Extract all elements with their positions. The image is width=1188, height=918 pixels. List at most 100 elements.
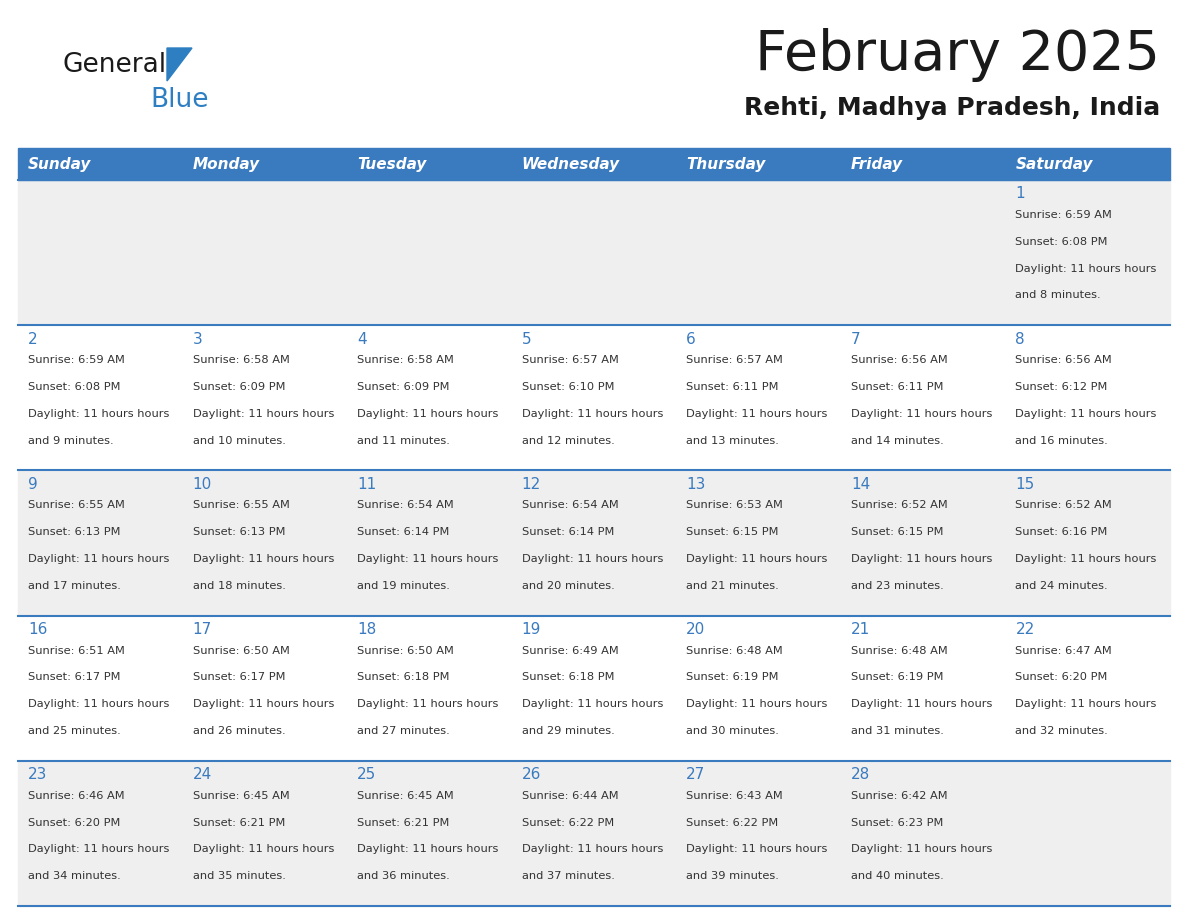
Text: Daylight: 11 hours hours: Daylight: 11 hours hours — [192, 700, 334, 710]
Text: and 27 minutes.: and 27 minutes. — [358, 726, 450, 736]
Text: Sunset: 6:20 PM: Sunset: 6:20 PM — [1016, 672, 1107, 682]
Text: Sunset: 6:08 PM: Sunset: 6:08 PM — [1016, 237, 1108, 247]
Text: Sunset: 6:19 PM: Sunset: 6:19 PM — [687, 672, 779, 682]
Text: Sunrise: 6:48 AM: Sunrise: 6:48 AM — [687, 645, 783, 655]
Text: Sunrise: 6:45 AM: Sunrise: 6:45 AM — [358, 790, 454, 800]
Text: Sunset: 6:19 PM: Sunset: 6:19 PM — [851, 672, 943, 682]
Text: 17: 17 — [192, 622, 211, 637]
Text: and 13 minutes.: and 13 minutes. — [687, 436, 779, 445]
Text: and 11 minutes.: and 11 minutes. — [358, 436, 450, 445]
Text: February 2025: February 2025 — [756, 28, 1159, 82]
Text: Daylight: 11 hours hours: Daylight: 11 hours hours — [687, 700, 828, 710]
Text: Daylight: 11 hours hours: Daylight: 11 hours hours — [358, 409, 499, 419]
Polygon shape — [168, 48, 192, 81]
Text: Sunset: 6:20 PM: Sunset: 6:20 PM — [29, 818, 120, 828]
Bar — [18, 180, 1170, 325]
Bar — [18, 148, 1170, 180]
Text: and 32 minutes.: and 32 minutes. — [1016, 726, 1108, 736]
Text: and 12 minutes.: and 12 minutes. — [522, 436, 614, 445]
Text: Sunset: 6:14 PM: Sunset: 6:14 PM — [358, 527, 449, 537]
Text: Sunset: 6:22 PM: Sunset: 6:22 PM — [687, 818, 778, 828]
Text: Wednesday: Wednesday — [522, 156, 620, 172]
Text: 11: 11 — [358, 476, 377, 492]
Text: Sunset: 6:18 PM: Sunset: 6:18 PM — [358, 672, 449, 682]
Text: Sunrise: 6:44 AM: Sunrise: 6:44 AM — [522, 790, 618, 800]
Text: Sunset: 6:21 PM: Sunset: 6:21 PM — [192, 818, 285, 828]
Text: #1a1a1a: #1a1a1a — [62, 66, 69, 67]
Text: Daylight: 11 hours hours: Daylight: 11 hours hours — [851, 554, 992, 564]
Text: Sunrise: 6:59 AM: Sunrise: 6:59 AM — [29, 355, 125, 365]
Text: 24: 24 — [192, 767, 211, 782]
Text: Daylight: 11 hours hours: Daylight: 11 hours hours — [522, 845, 663, 855]
Text: Sunrise: 6:48 AM: Sunrise: 6:48 AM — [851, 645, 948, 655]
Text: Sunday: Sunday — [29, 156, 91, 172]
Text: and 21 minutes.: and 21 minutes. — [687, 581, 779, 591]
Text: Daylight: 11 hours hours: Daylight: 11 hours hours — [687, 409, 828, 419]
Text: Sunrise: 6:46 AM: Sunrise: 6:46 AM — [29, 790, 125, 800]
Text: Daylight: 11 hours hours: Daylight: 11 hours hours — [358, 845, 499, 855]
Text: 15: 15 — [1016, 476, 1035, 492]
Text: Daylight: 11 hours hours: Daylight: 11 hours hours — [29, 700, 170, 710]
Text: and 16 minutes.: and 16 minutes. — [1016, 436, 1108, 445]
Text: Daylight: 11 hours hours: Daylight: 11 hours hours — [1016, 700, 1157, 710]
Text: and 10 minutes.: and 10 minutes. — [192, 436, 285, 445]
Text: Sunrise: 6:45 AM: Sunrise: 6:45 AM — [192, 790, 290, 800]
Text: Sunrise: 6:50 AM: Sunrise: 6:50 AM — [192, 645, 290, 655]
Text: Sunrise: 6:57 AM: Sunrise: 6:57 AM — [687, 355, 783, 365]
Text: Daylight: 11 hours hours: Daylight: 11 hours hours — [29, 554, 170, 564]
Text: Sunrise: 6:56 AM: Sunrise: 6:56 AM — [1016, 355, 1112, 365]
Text: Sunset: 6:11 PM: Sunset: 6:11 PM — [687, 382, 779, 392]
Text: Rehti, Madhya Pradesh, India: Rehti, Madhya Pradesh, India — [744, 96, 1159, 120]
Text: 16: 16 — [29, 622, 48, 637]
Text: and 36 minutes.: and 36 minutes. — [358, 871, 450, 881]
Text: Tuesday: Tuesday — [358, 156, 426, 172]
Bar — [18, 616, 1170, 761]
Text: Daylight: 11 hours hours: Daylight: 11 hours hours — [851, 845, 992, 855]
Bar — [18, 761, 1170, 906]
Text: and 39 minutes.: and 39 minutes. — [687, 871, 779, 881]
Text: 14: 14 — [851, 476, 870, 492]
Text: and 25 minutes.: and 25 minutes. — [29, 726, 121, 736]
Text: Daylight: 11 hours hours: Daylight: 11 hours hours — [192, 409, 334, 419]
Text: Friday: Friday — [851, 156, 903, 172]
Text: Sunset: 6:08 PM: Sunset: 6:08 PM — [29, 382, 120, 392]
Text: 26: 26 — [522, 767, 541, 782]
Text: Daylight: 11 hours hours: Daylight: 11 hours hours — [192, 845, 334, 855]
Text: Sunrise: 6:53 AM: Sunrise: 6:53 AM — [687, 500, 783, 510]
Text: Sunset: 6:23 PM: Sunset: 6:23 PM — [851, 818, 943, 828]
Text: Sunrise: 6:52 AM: Sunrise: 6:52 AM — [851, 500, 948, 510]
Text: Sunset: 6:12 PM: Sunset: 6:12 PM — [1016, 382, 1107, 392]
Text: 20: 20 — [687, 622, 706, 637]
Text: Sunrise: 6:49 AM: Sunrise: 6:49 AM — [522, 645, 619, 655]
Text: Sunset: 6:11 PM: Sunset: 6:11 PM — [851, 382, 943, 392]
Text: Monday: Monday — [192, 156, 260, 172]
Text: and 20 minutes.: and 20 minutes. — [522, 581, 614, 591]
Text: and 29 minutes.: and 29 minutes. — [522, 726, 614, 736]
Text: 25: 25 — [358, 767, 377, 782]
Text: 22: 22 — [1016, 622, 1035, 637]
Text: Daylight: 11 hours hours: Daylight: 11 hours hours — [29, 845, 170, 855]
Text: Daylight: 11 hours hours: Daylight: 11 hours hours — [687, 845, 828, 855]
Text: Sunrise: 6:43 AM: Sunrise: 6:43 AM — [687, 790, 783, 800]
Text: 13: 13 — [687, 476, 706, 492]
Text: Daylight: 11 hours hours: Daylight: 11 hours hours — [851, 700, 992, 710]
Text: and 19 minutes.: and 19 minutes. — [358, 581, 450, 591]
Text: 3: 3 — [192, 331, 202, 347]
Text: Sunrise: 6:50 AM: Sunrise: 6:50 AM — [358, 645, 454, 655]
Text: 6: 6 — [687, 331, 696, 347]
Text: Sunset: 6:17 PM: Sunset: 6:17 PM — [29, 672, 120, 682]
Text: and 26 minutes.: and 26 minutes. — [192, 726, 285, 736]
Text: 7: 7 — [851, 331, 860, 347]
Text: and 14 minutes.: and 14 minutes. — [851, 436, 943, 445]
Text: Sunset: 6:16 PM: Sunset: 6:16 PM — [1016, 527, 1107, 537]
Text: Sunset: 6:10 PM: Sunset: 6:10 PM — [522, 382, 614, 392]
Text: and 9 minutes.: and 9 minutes. — [29, 436, 114, 445]
Text: and 24 minutes.: and 24 minutes. — [1016, 581, 1108, 591]
Text: Saturday: Saturday — [1016, 156, 1093, 172]
Text: Blue: Blue — [150, 87, 209, 113]
Text: and 17 minutes.: and 17 minutes. — [29, 581, 121, 591]
Text: Thursday: Thursday — [687, 156, 765, 172]
Text: Sunset: 6:18 PM: Sunset: 6:18 PM — [522, 672, 614, 682]
Text: Sunset: 6:09 PM: Sunset: 6:09 PM — [358, 382, 449, 392]
Text: 5: 5 — [522, 331, 531, 347]
